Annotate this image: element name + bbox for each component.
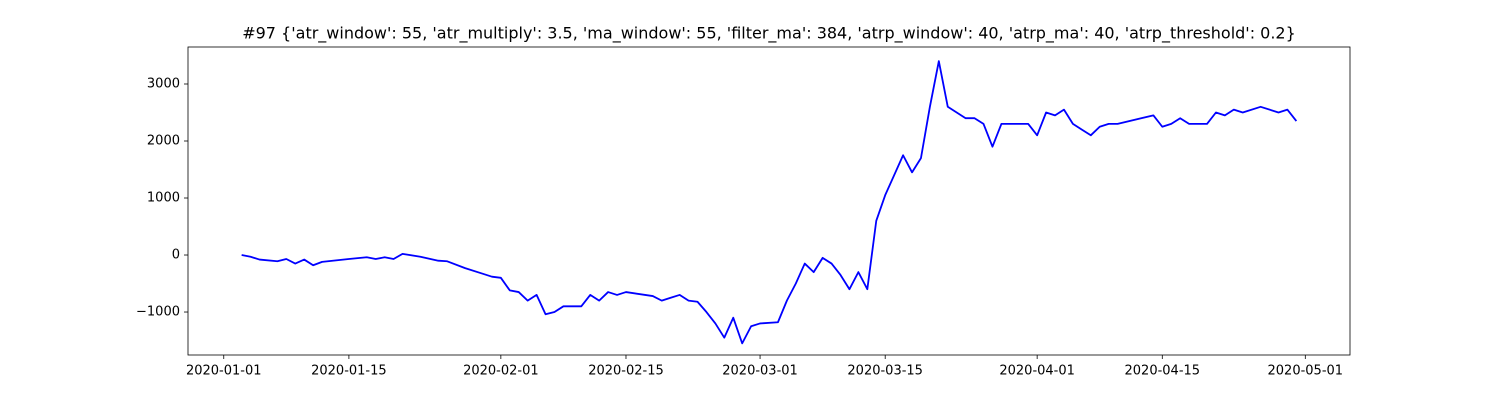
x-tick-label: 2020-01-15 [311,364,387,379]
x-tick-label: 2020-01-01 [186,364,262,379]
y-tick-label: 1000 [147,191,180,206]
y-tick-label: −1000 [136,305,180,320]
x-tick-label: 2020-05-01 [1268,364,1344,379]
x-tick-label: 2020-02-01 [463,364,539,379]
x-tick-label: 2020-03-15 [847,364,923,379]
x-tick-label: 2020-04-15 [1125,364,1201,379]
x-tick-label: 2020-02-15 [588,364,664,379]
plot-frame [187,46,1351,356]
chart-title: #97 {'atr_window': 55, 'atr_multiply': 3… [242,24,1296,44]
y-tick-label: 2000 [147,134,180,149]
y-tick-label: 0 [172,248,180,263]
y-tick-label: 3000 [147,76,180,91]
x-tick-label: 2020-03-01 [722,364,798,379]
x-tick-label: 2020-04-01 [999,364,1075,379]
line [241,60,1298,345]
